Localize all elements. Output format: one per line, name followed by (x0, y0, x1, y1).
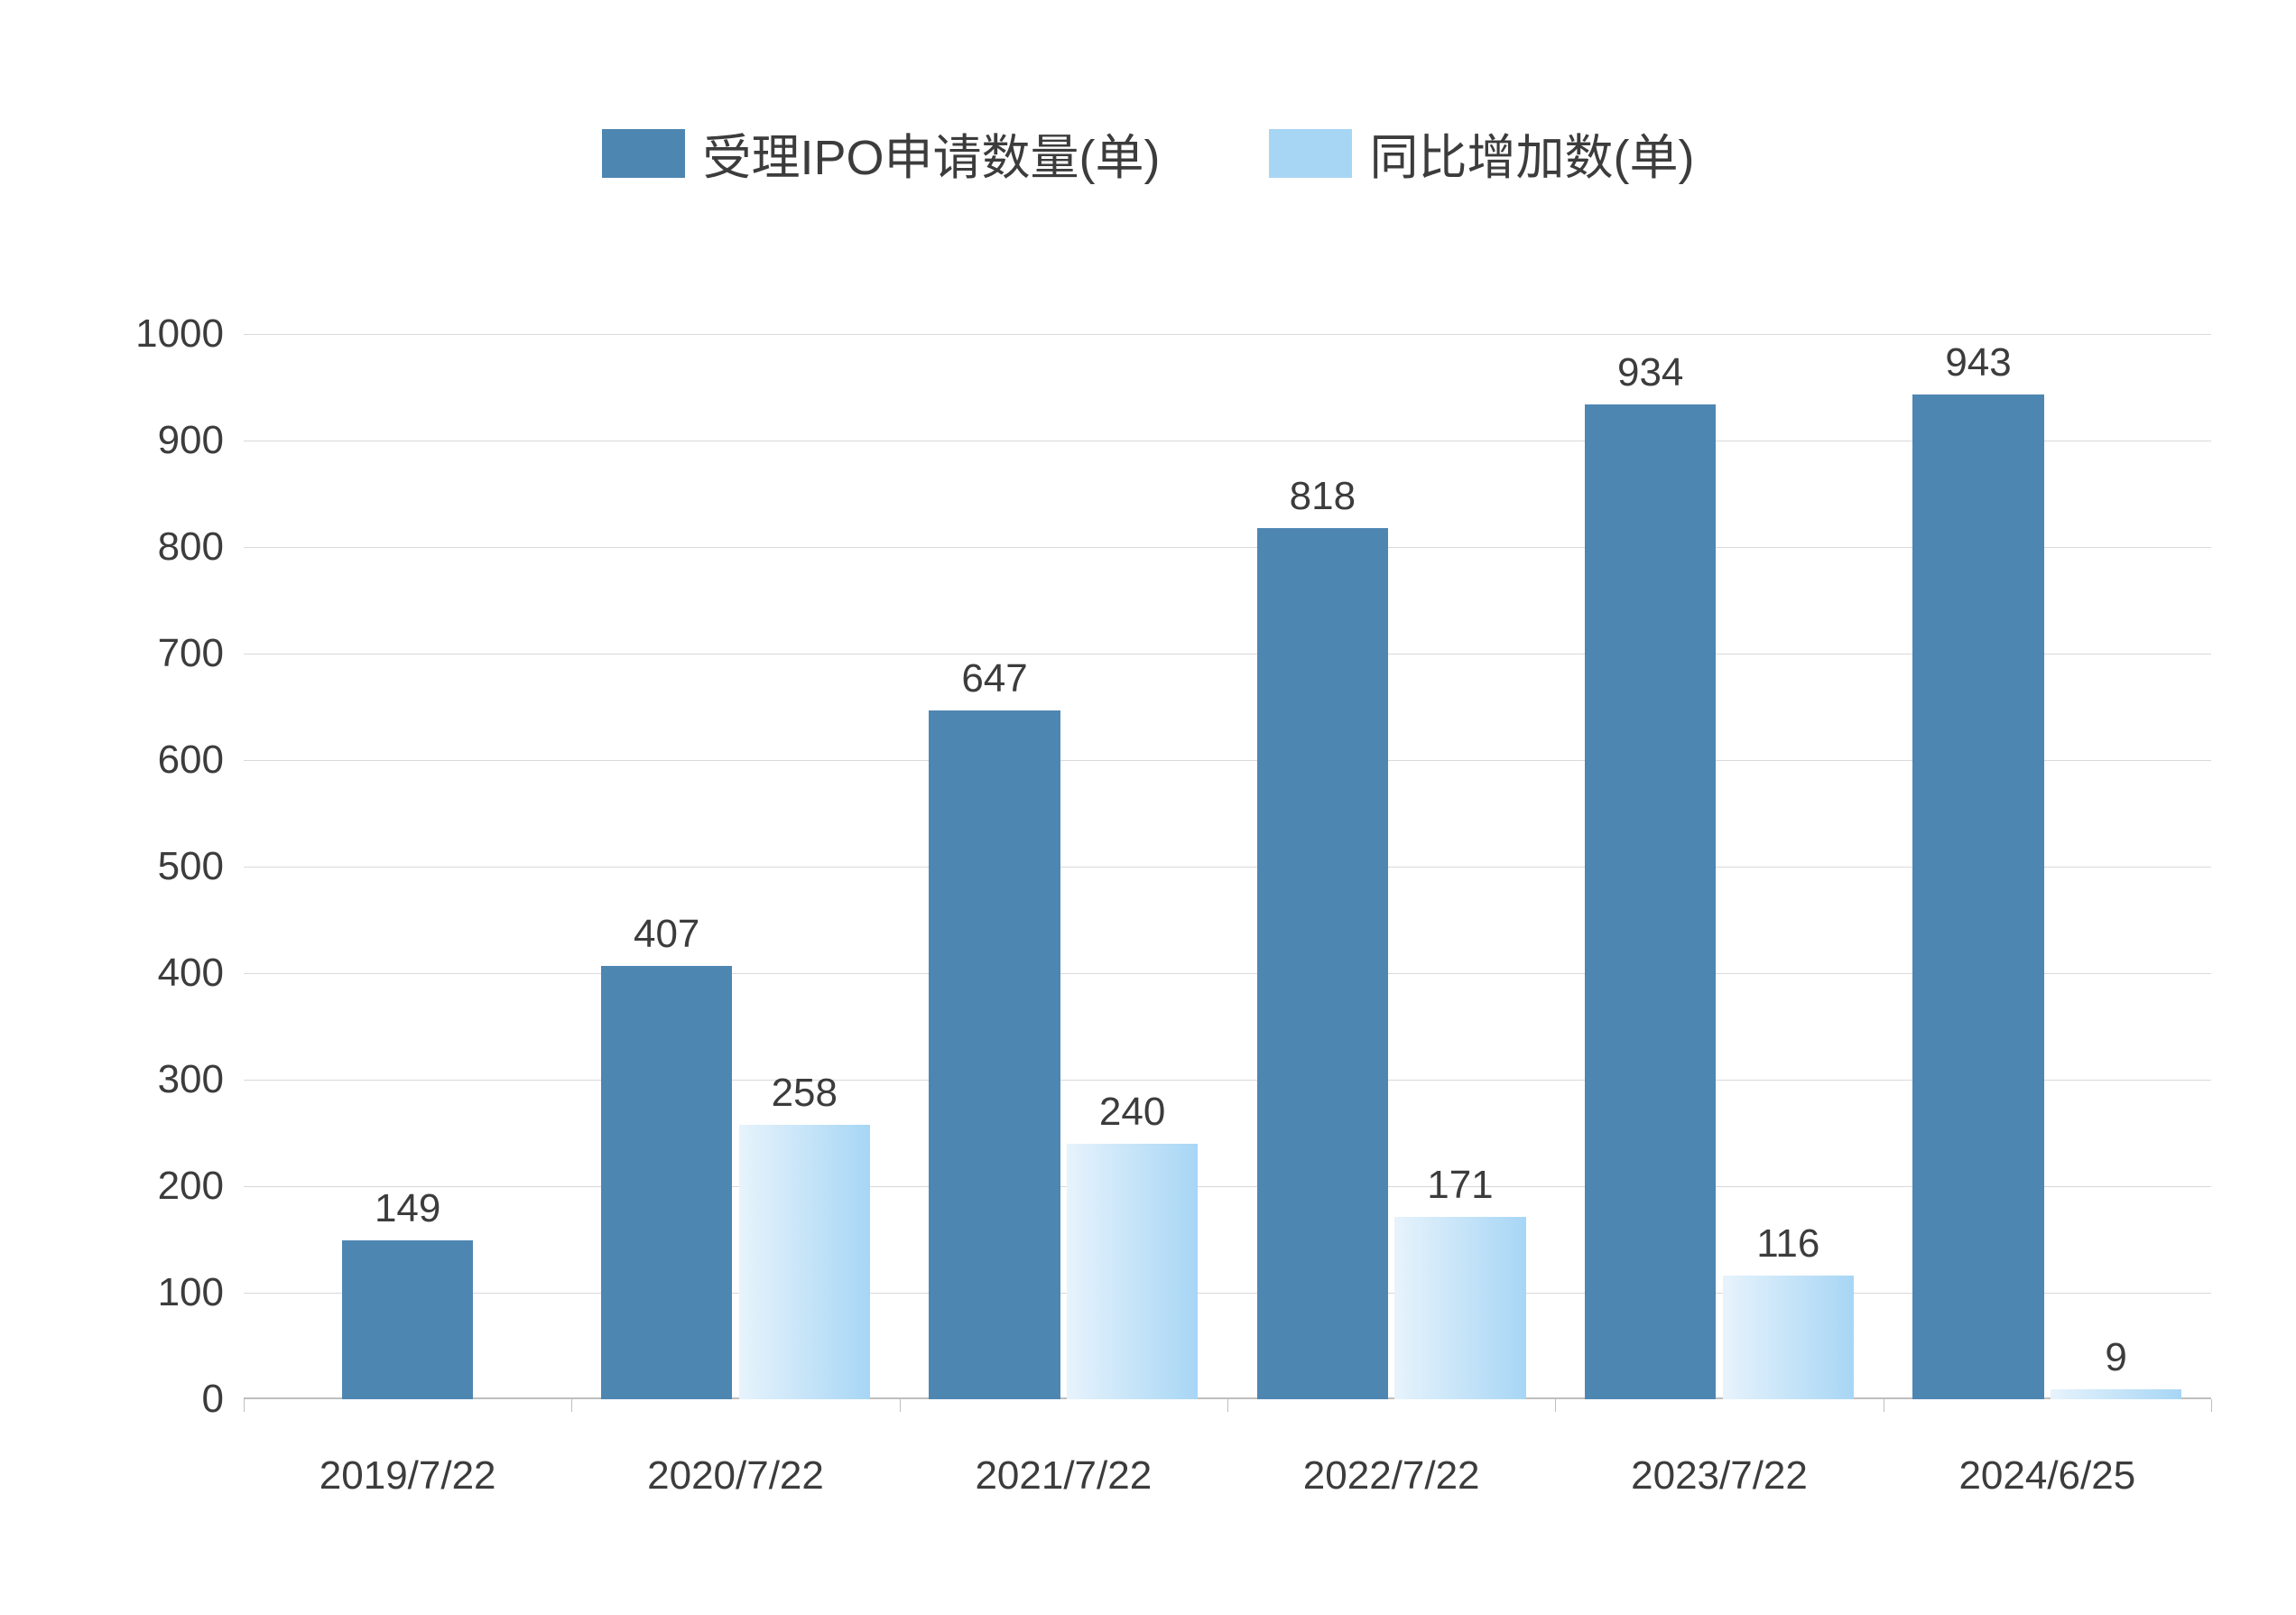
bar-value-label: 9 (2105, 1335, 2126, 1380)
y-tick-label: 500 (158, 844, 224, 889)
legend-item: 同比增加数(单) (1269, 117, 1695, 189)
bar-value-label: 934 (1617, 350, 1683, 395)
bar (1394, 1217, 1525, 1399)
bar (601, 966, 732, 1399)
x-tick (900, 1399, 901, 1412)
x-category-label: 2023/7/22 (1631, 1453, 1808, 1499)
bar (342, 1240, 473, 1399)
y-tick-label: 0 (202, 1377, 224, 1422)
bar (1723, 1276, 1854, 1399)
bar (1067, 1144, 1198, 1399)
bar (2051, 1389, 2181, 1399)
y-tick-label: 900 (158, 418, 224, 463)
x-category-label: 2022/7/22 (1303, 1453, 1480, 1499)
x-tick (1555, 1399, 1556, 1412)
legend-swatch (1269, 129, 1352, 178)
bar-value-label: 171 (1427, 1163, 1493, 1208)
y-tick-label: 200 (158, 1164, 224, 1209)
legend-swatch (602, 129, 685, 178)
y-tick-label: 600 (158, 738, 224, 783)
ipo-bar-chart: 受理IPO申请数量(单) 同比增加数(单) 0 100 200 300 400 500 600 7… (0, 0, 2296, 1615)
bar (1257, 528, 1388, 1399)
x-category-label: 2019/7/22 (319, 1453, 496, 1499)
y-tick-label: 100 (158, 1270, 224, 1315)
legend-label: 同比增加数(单) (1370, 117, 1695, 189)
y-tick-label: 700 (158, 631, 224, 676)
bar-value-label: 149 (375, 1186, 440, 1231)
x-category-label: 2024/6/25 (1958, 1453, 2135, 1499)
bar (929, 710, 1060, 1399)
bar (739, 1125, 870, 1399)
x-tick (244, 1399, 245, 1412)
y-tick-label: 800 (158, 524, 224, 570)
bar (1912, 394, 2043, 1399)
legend-item: 受理IPO申请数量(单) (602, 117, 1161, 189)
bar-value-label: 407 (634, 912, 699, 957)
bar-value-label: 116 (1756, 1221, 1819, 1267)
bar-value-label: 240 (1099, 1090, 1165, 1135)
bar-value-label: 943 (1945, 340, 2011, 385)
bar-value-label: 647 (961, 656, 1027, 701)
legend-label: 受理IPO申请数量(单) (703, 117, 1161, 189)
plot-area: 0100200300400500600700800900100014940725… (244, 334, 2211, 1399)
bar-value-label: 818 (1290, 474, 1356, 519)
y-tick-label: 1000 (135, 311, 224, 357)
x-tick (2211, 1399, 2212, 1412)
bars-layer: 149 407 258 647 240 818 171 934 116 943 9 (244, 334, 2211, 1399)
legend: 受理IPO申请数量(单) 同比增加数(单) (0, 117, 2296, 189)
bar (1585, 404, 1716, 1399)
bar-value-label: 258 (772, 1071, 838, 1116)
x-category-label: 2021/7/22 (975, 1453, 1152, 1499)
x-tick (1227, 1399, 1228, 1412)
y-tick-label: 300 (158, 1057, 224, 1102)
x-tick (571, 1399, 572, 1412)
y-tick-label: 400 (158, 951, 224, 996)
x-category-label: 2020/7/22 (647, 1453, 824, 1499)
